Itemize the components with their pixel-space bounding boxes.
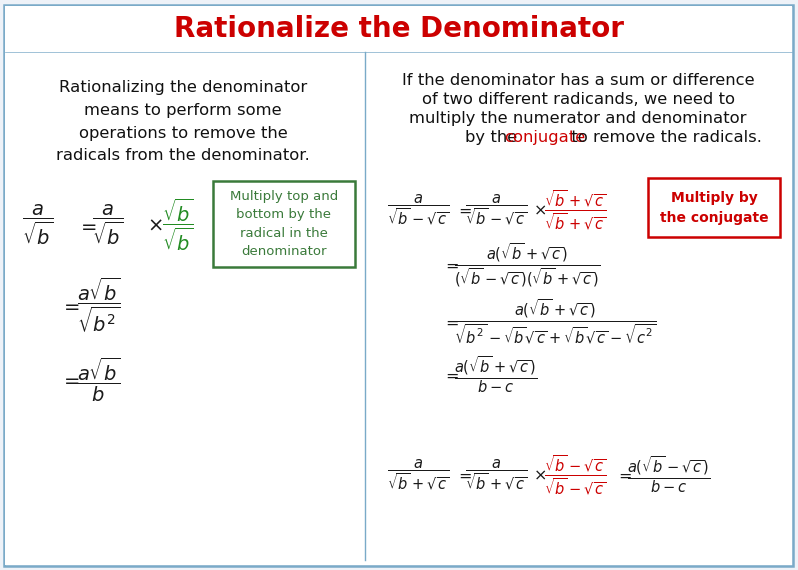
Text: conjugate: conjugate — [504, 130, 585, 145]
Text: $=$: $=$ — [442, 258, 459, 272]
Text: $\dfrac{\sqrt{b}-\sqrt{c}}{\sqrt{b}-\sqrt{c}}$: $\dfrac{\sqrt{b}-\sqrt{c}}{\sqrt{b}-\sqr… — [544, 453, 606, 496]
Text: $=$: $=$ — [615, 467, 632, 482]
FancyBboxPatch shape — [648, 178, 780, 237]
Text: $\dfrac{a(\sqrt{b}+\sqrt{c})}{(\sqrt{b}-\sqrt{c})(\sqrt{b}+\sqrt{c})}$: $\dfrac{a(\sqrt{b}+\sqrt{c})}{(\sqrt{b}-… — [454, 241, 600, 288]
Text: $=$: $=$ — [77, 215, 97, 234]
Text: $=$: $=$ — [442, 368, 459, 382]
Text: $\times$: $\times$ — [533, 467, 546, 482]
Text: $\dfrac{a(\sqrt{b}+\sqrt{c})}{\sqrt{b^2}-\sqrt{b}\sqrt{c}+\sqrt{b}\sqrt{c}-\sqrt: $\dfrac{a(\sqrt{b}+\sqrt{c})}{\sqrt{b^2}… — [454, 298, 656, 346]
Text: multiply the numerator and denominator: multiply the numerator and denominator — [409, 111, 747, 126]
Text: $=$: $=$ — [60, 370, 80, 389]
Text: $=$: $=$ — [455, 467, 472, 482]
FancyBboxPatch shape — [213, 181, 355, 267]
Text: $=$: $=$ — [455, 202, 472, 218]
Text: $\dfrac{a}{\sqrt{b}-\sqrt{c}}$: $\dfrac{a}{\sqrt{b}-\sqrt{c}}$ — [387, 193, 450, 227]
FancyBboxPatch shape — [5, 6, 792, 565]
Text: $\dfrac{a\sqrt{b}}{b}$: $\dfrac{a\sqrt{b}}{b}$ — [77, 356, 120, 404]
Text: $\dfrac{a}{\sqrt{b}}$: $\dfrac{a}{\sqrt{b}}$ — [92, 203, 123, 247]
Text: $\dfrac{a}{\sqrt{b}-\sqrt{c}}$: $\dfrac{a}{\sqrt{b}-\sqrt{c}}$ — [465, 193, 527, 227]
Text: Multiply by
the conjugate: Multiply by the conjugate — [660, 192, 768, 225]
Text: $\dfrac{\sqrt{b}}{\sqrt{b}}$: $\dfrac{\sqrt{b}}{\sqrt{b}}$ — [162, 197, 193, 253]
Text: $\dfrac{a}{\sqrt{b}+\sqrt{c}}$: $\dfrac{a}{\sqrt{b}+\sqrt{c}}$ — [465, 458, 527, 492]
Text: to remove the radicals.: to remove the radicals. — [566, 130, 762, 145]
Text: Multiply top and
bottom by the
radical in the
denominator: Multiply top and bottom by the radical i… — [230, 190, 338, 258]
Text: $\dfrac{\sqrt{b}+\sqrt{c}}{\sqrt{b}+\sqrt{c}}$: $\dfrac{\sqrt{b}+\sqrt{c}}{\sqrt{b}+\sqr… — [544, 188, 606, 231]
Text: Rationalizing the denominator
means to perform some
operations to remove the
rad: Rationalizing the denominator means to p… — [56, 80, 310, 164]
Text: $=$: $=$ — [442, 315, 459, 329]
Text: by the: by the — [465, 130, 523, 145]
Text: of two different radicands, we need to: of two different radicands, we need to — [421, 92, 734, 107]
Text: Rationalize the Denominator: Rationalize the Denominator — [174, 15, 624, 43]
Text: $\dfrac{a\sqrt{b}}{\sqrt{b^2}}$: $\dfrac{a\sqrt{b}}{\sqrt{b^2}}$ — [77, 275, 120, 335]
FancyBboxPatch shape — [4, 5, 793, 566]
Text: $\times$: $\times$ — [533, 202, 546, 218]
Text: $\times$: $\times$ — [147, 215, 163, 234]
Text: $=$: $=$ — [60, 295, 80, 315]
Text: $\dfrac{a}{\sqrt{b}}$: $\dfrac{a}{\sqrt{b}}$ — [22, 203, 53, 247]
Text: $\dfrac{a(\sqrt{b}+\sqrt{c})}{b-c}$: $\dfrac{a(\sqrt{b}+\sqrt{c})}{b-c}$ — [454, 355, 537, 395]
Text: If the denominator has a sum or difference: If the denominator has a sum or differen… — [401, 73, 754, 88]
Text: $\dfrac{a}{\sqrt{b}+\sqrt{c}}$: $\dfrac{a}{\sqrt{b}+\sqrt{c}}$ — [387, 458, 450, 492]
Text: $\dfrac{a(\sqrt{b}-\sqrt{c})}{b-c}$: $\dfrac{a(\sqrt{b}-\sqrt{c})}{b-c}$ — [627, 455, 710, 495]
